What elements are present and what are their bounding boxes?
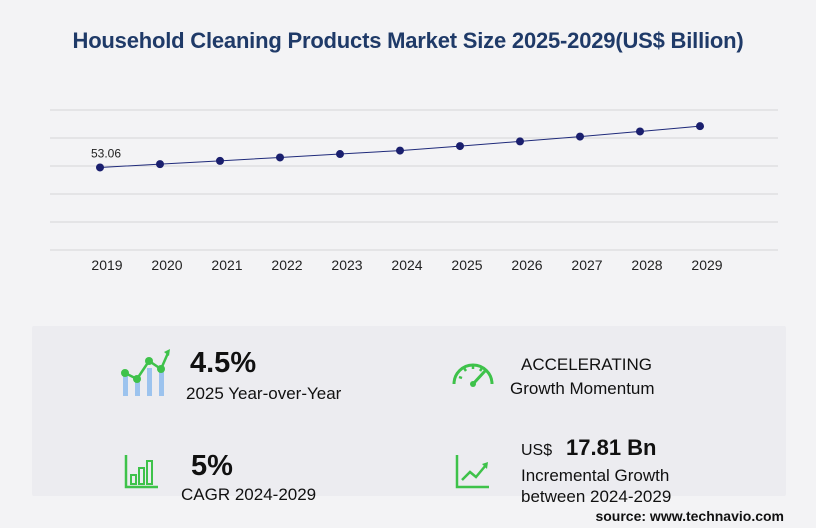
x-tick-label: 2019 [91,257,122,273]
cagr-label: CAGR 2024-2029 [181,485,317,504]
x-tick-label: 2024 [391,257,422,273]
trend-line-icon [455,455,489,489]
x-tick-label: 2023 [331,257,362,273]
grid-lines [50,109,778,251]
data-point [396,146,404,155]
incremental-prefix: US$ [521,442,553,459]
x-tick-label: 2029 [691,257,722,273]
speedometer-icon [452,363,494,387]
stats-panel [32,326,786,496]
yoy-value: 4.5% [190,347,257,379]
growth-chart-icon [121,349,170,396]
x-tick-label: 2028 [631,257,662,273]
x-tick-label: 2021 [211,257,242,273]
data-point [216,156,224,165]
data-point [516,137,524,146]
x-tick-label: 2025 [451,257,482,273]
chart-title: Household Cleaning Products Market Size … [72,28,744,53]
data-point [696,122,704,131]
bar-chart-icon [124,455,158,489]
data-point [456,142,464,151]
data-point [336,150,344,159]
x-tick-label: 2026 [511,257,542,273]
incremental-label-line1: Incremental Growth [521,466,670,485]
data-point [156,160,164,169]
x-tick-label: 2022 [271,257,302,273]
data-point [96,163,104,172]
data-point [636,127,644,136]
yoy-label: 2025 Year-over-Year [186,384,342,403]
data-label: 53.06 [91,146,121,160]
x-tick-label: 2027 [571,257,602,273]
incremental-value: 17.81 Bn [566,435,657,460]
data-labels: 53.06 [91,146,121,160]
data-points [96,122,704,172]
incremental-label-line2: between 2024-2029 [521,487,672,506]
x-axis-tick-labels: 2019 2020 2021 2022 2023 2024 2025 2026 2027 2028… [91,257,722,273]
line-chart: 2019 2020 2021 2022 2023 2024 2025 2026 2027 2028… [50,109,778,273]
momentum-label: Growth Momentum [510,379,655,398]
momentum-value: ACCELERATING [521,355,652,374]
data-point [576,132,584,141]
x-tick-label: 2020 [151,257,182,273]
cagr-value: 5% [191,450,233,482]
data-point [276,153,284,162]
source-note: source: www.technavio.com [595,508,784,524]
